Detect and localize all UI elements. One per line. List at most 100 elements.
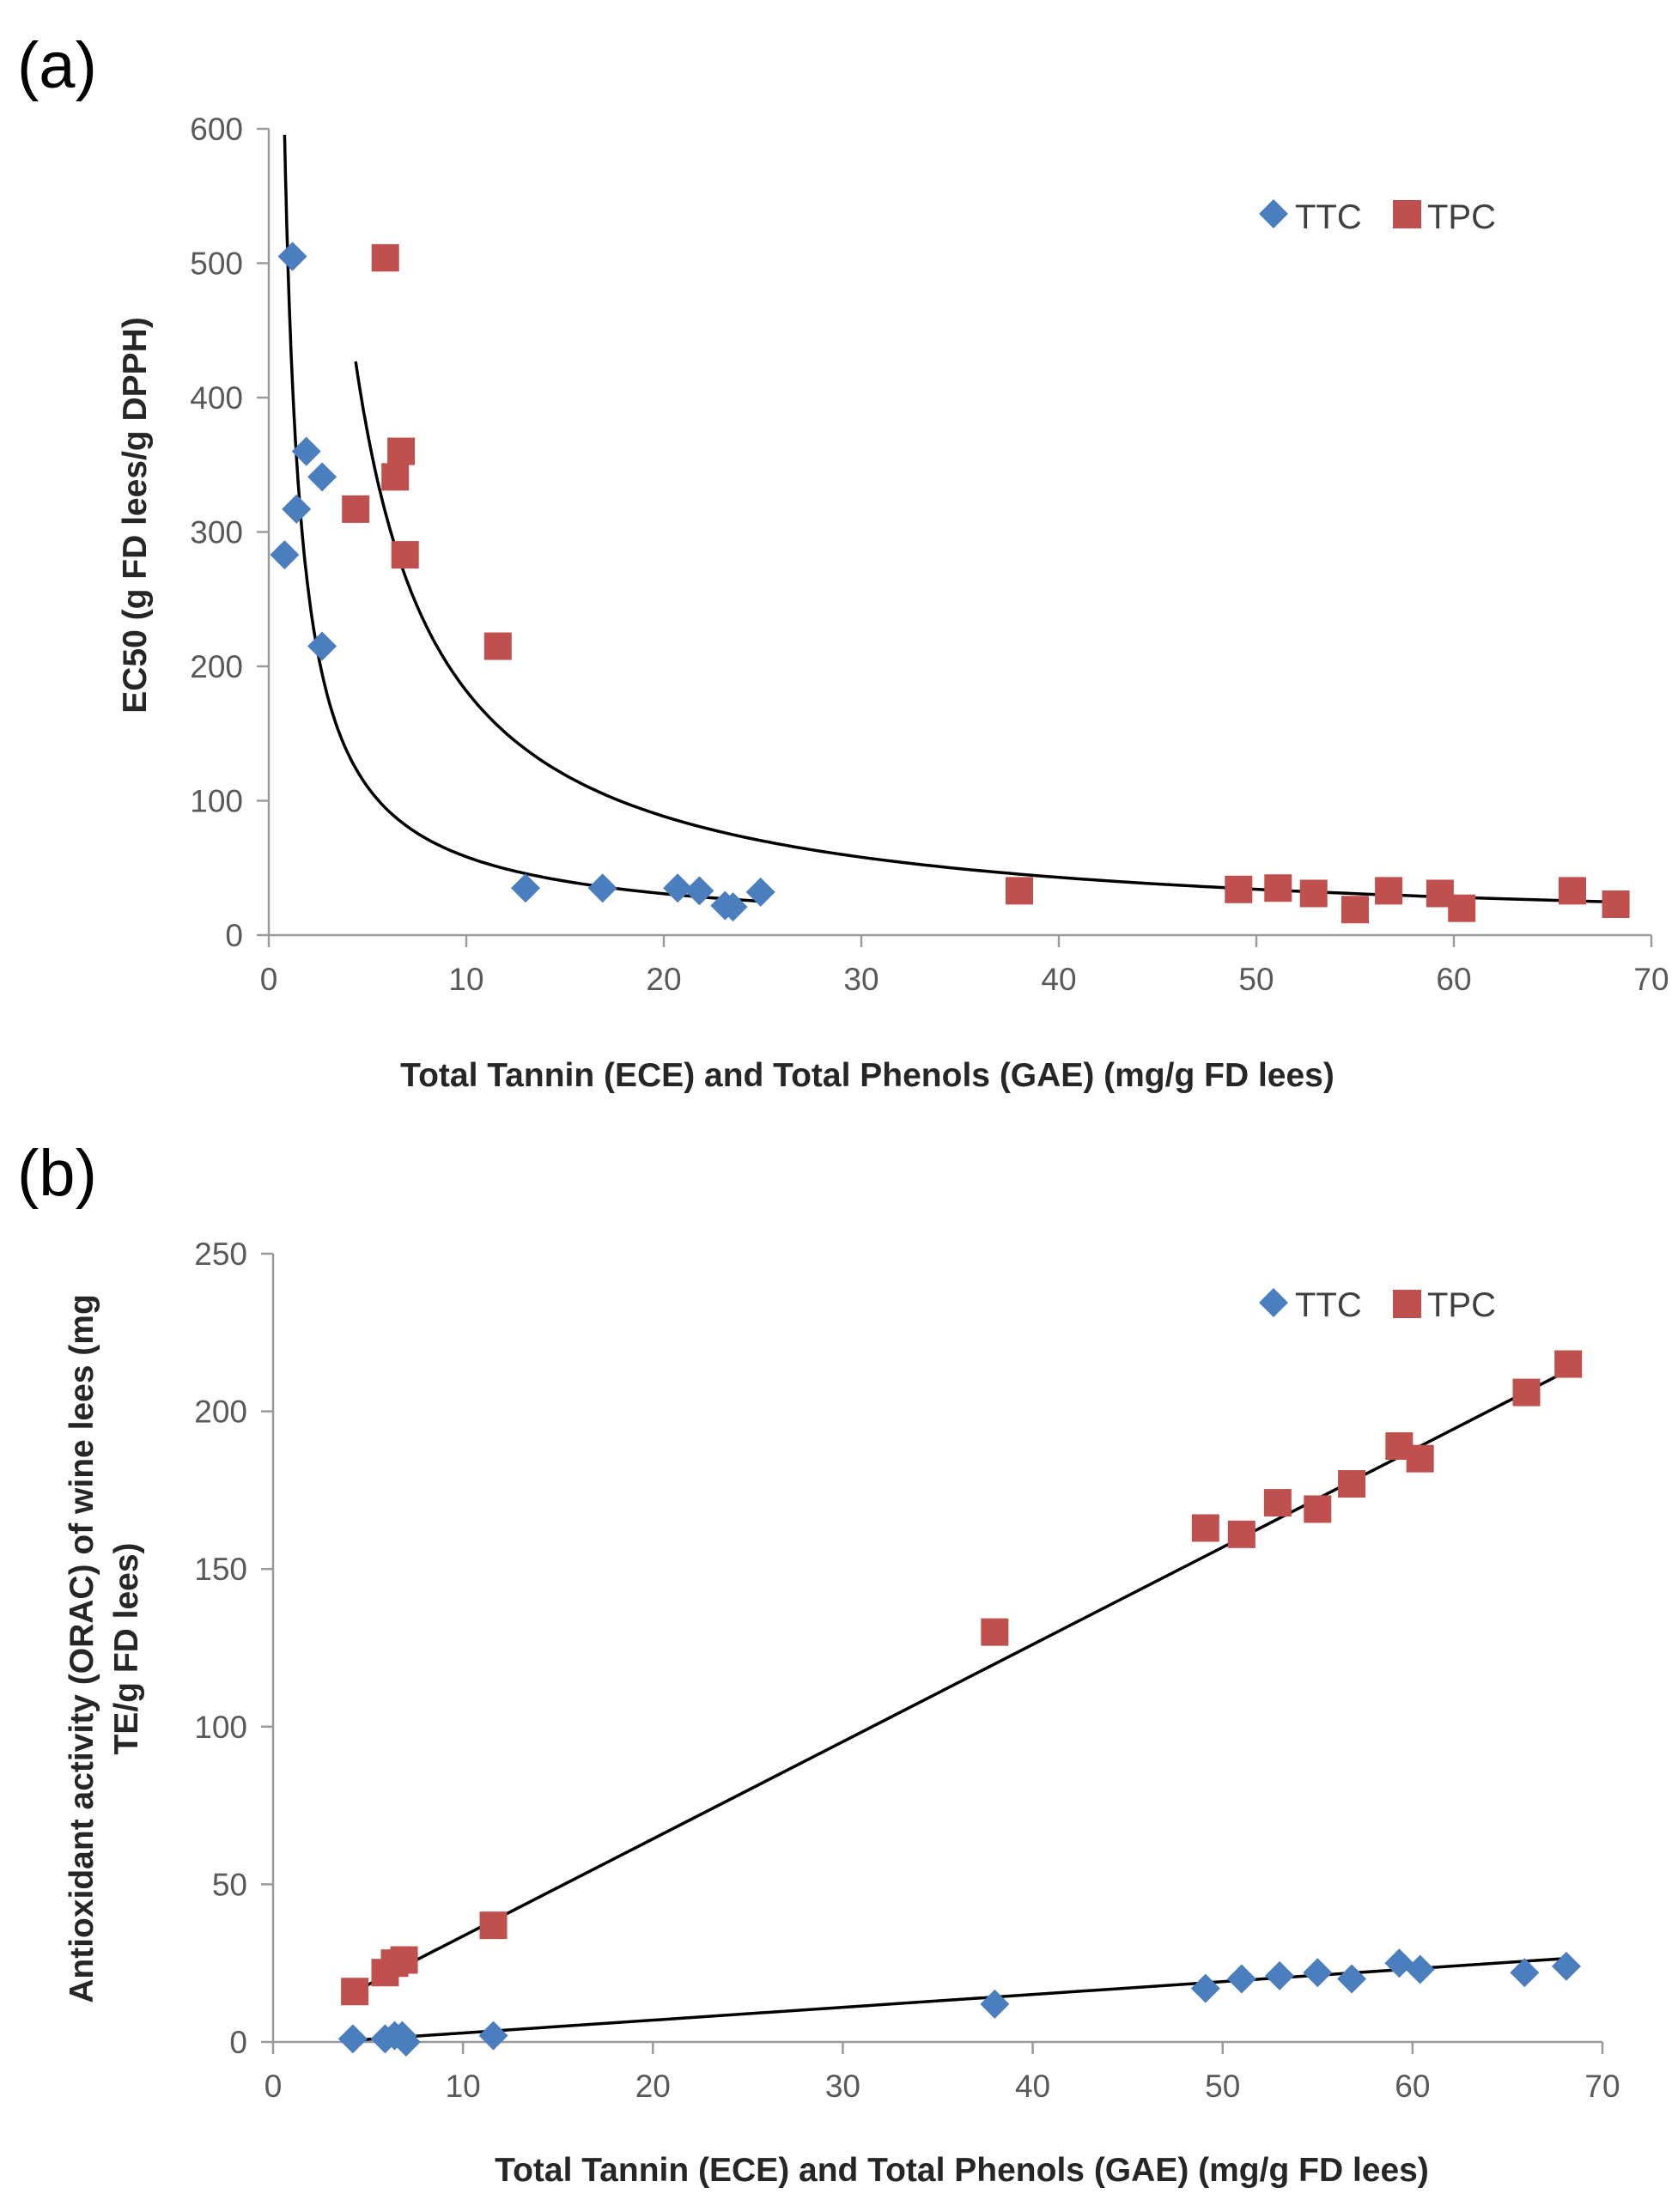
data-point-ttc-b bbox=[478, 2021, 508, 2051]
x-tick-label-a: 10 bbox=[448, 962, 483, 997]
data-point-ttc-b bbox=[1337, 1964, 1367, 1994]
x-tick-label-b: 0 bbox=[264, 2069, 283, 2104]
data-point-tpc-b bbox=[1263, 1489, 1292, 1517]
data-point-tpc-a bbox=[387, 437, 416, 465]
x-tick-label-b: 70 bbox=[1584, 2069, 1620, 2104]
x-tick-label-b: 10 bbox=[446, 2069, 481, 2104]
data-point-tpc-a bbox=[1341, 896, 1369, 924]
y-tick-label-a: 100 bbox=[190, 784, 243, 819]
x-tick-label-a: 30 bbox=[843, 962, 879, 997]
data-point-ttc-a bbox=[307, 631, 337, 661]
panel-a-y-axis-title: EC50 (g FD lees/g DPPH) bbox=[117, 317, 154, 714]
data-point-tpc-b bbox=[1406, 1444, 1434, 1473]
trendline-tpc-a bbox=[354, 361, 1616, 904]
y-tick-label-a: 200 bbox=[190, 649, 243, 684]
x-tick-label-a: 70 bbox=[1633, 962, 1669, 997]
data-point-tpc-b bbox=[479, 1911, 508, 1940]
data-point-ttc-b bbox=[1551, 1951, 1581, 1981]
data-point-ttc-a bbox=[718, 892, 748, 922]
x-tick-label-a: 0 bbox=[260, 962, 278, 997]
legend-ttc-marker-b bbox=[1259, 1288, 1288, 1317]
panel-b-data-points bbox=[337, 1350, 1583, 2057]
data-point-ttc-a bbox=[282, 494, 312, 524]
y-tick-label-b: 100 bbox=[194, 1710, 247, 1745]
x-tick-label-b: 60 bbox=[1395, 2069, 1430, 2104]
legend-ttc-label-a: TTC bbox=[1295, 198, 1362, 236]
data-point-tpc-b bbox=[390, 1946, 418, 1974]
x-tick-label-b: 30 bbox=[825, 2069, 860, 2104]
trendline-ttc-b bbox=[352, 1956, 1567, 2042]
data-point-tpc-a bbox=[1375, 877, 1403, 905]
x-tick-label-b: 20 bbox=[635, 2069, 671, 2104]
x-tick-label-a: 50 bbox=[1238, 962, 1274, 997]
data-point-ttc-a bbox=[270, 540, 300, 570]
y-tick-label-b: 50 bbox=[212, 1867, 247, 1902]
y-tick-label-a: 600 bbox=[190, 112, 243, 147]
panel-b-label: (b) bbox=[17, 1137, 97, 1210]
x-tick-label-a: 60 bbox=[1436, 962, 1471, 997]
legend-tpc-marker-a bbox=[1393, 200, 1421, 228]
data-point-ttc-a bbox=[277, 241, 307, 271]
legend-tpc-label-b: TPC bbox=[1427, 1286, 1496, 1324]
data-point-tpc-a bbox=[371, 244, 399, 272]
legend-ttc-marker-a bbox=[1259, 199, 1288, 228]
y-tick-label-b: 150 bbox=[194, 1552, 247, 1587]
data-point-ttc-a bbox=[684, 876, 714, 906]
panel-b-y-axis-title-line1: Antioxidant activity (ORAC) of wine lees… bbox=[64, 1294, 100, 2003]
data-point-tpc-a bbox=[483, 632, 512, 660]
data-point-tpc-a bbox=[1448, 894, 1476, 922]
y-tick-label-a: 400 bbox=[190, 380, 243, 416]
panel-a-fit-lines bbox=[283, 134, 1616, 904]
data-point-ttc-b bbox=[1226, 1964, 1256, 1994]
data-point-tpc-b bbox=[1554, 1350, 1583, 1378]
data-point-tpc-b bbox=[981, 1618, 1009, 1646]
data-point-tpc-a bbox=[342, 495, 370, 523]
trendline-tpc-b bbox=[354, 1369, 1569, 1993]
data-point-ttc-a bbox=[745, 877, 775, 907]
panel-a-x-axis-title: Total Tannin (ECE) and Total Phenols (GA… bbox=[400, 1057, 1334, 1094]
data-point-ttc-a bbox=[291, 436, 321, 466]
y-tick-label-b: 0 bbox=[229, 2025, 247, 2060]
data-point-tpc-a bbox=[391, 541, 419, 569]
data-point-tpc-a bbox=[1006, 877, 1033, 905]
data-point-tpc-a bbox=[1299, 879, 1328, 908]
data-point-ttc-b bbox=[1510, 1958, 1540, 1988]
data-point-ttc-b bbox=[1190, 1973, 1220, 2003]
data-point-tpc-a bbox=[381, 463, 410, 491]
x-tick-label-b: 40 bbox=[1015, 2069, 1050, 2104]
data-point-tpc-b bbox=[1512, 1378, 1541, 1407]
trendline-ttc-a bbox=[283, 134, 761, 903]
legend-ttc-label-b: TTC bbox=[1295, 1286, 1362, 1324]
data-point-ttc-b bbox=[391, 2027, 421, 2057]
legend-tpc-label-a: TPC bbox=[1427, 198, 1496, 236]
y-tick-label-a: 500 bbox=[190, 246, 243, 282]
panel-a-data-points bbox=[270, 241, 1630, 924]
data-point-tpc-b bbox=[1304, 1495, 1332, 1523]
legend-tpc-marker-b bbox=[1393, 1290, 1421, 1318]
y-tick-label-b: 250 bbox=[194, 1237, 247, 1272]
data-point-tpc-b bbox=[1191, 1514, 1219, 1542]
y-tick-label-b: 200 bbox=[194, 1395, 247, 1430]
data-point-ttc-a bbox=[307, 462, 337, 492]
data-point-tpc-b bbox=[341, 1978, 369, 2006]
panel-b-axes: 0 50 100 150 200 250 0 10 20 30 40 50 60 70 bbox=[194, 1237, 1620, 2104]
panel-b-fit-lines bbox=[352, 1369, 1569, 2042]
panel-b-x-axis-title: Total Tannin (ECE) and Total Phenols (GA… bbox=[495, 2152, 1429, 2189]
data-point-tpc-a bbox=[1264, 874, 1292, 902]
data-point-tpc-a bbox=[1559, 877, 1586, 905]
panel-a-legend: TTC TPC bbox=[1259, 198, 1496, 236]
data-point-tpc-a bbox=[1602, 890, 1630, 919]
data-point-ttc-b bbox=[1265, 1960, 1295, 1990]
x-tick-label-a: 20 bbox=[646, 962, 681, 997]
y-tick-label-a: 300 bbox=[190, 515, 243, 550]
chart-panel-b: (b) 0 50 100 150 200 250 0 10 20 30 40 50 60 70 Total… bbox=[17, 1137, 1620, 2189]
data-point-tpc-b bbox=[1227, 1520, 1255, 1548]
data-point-ttc-b bbox=[1303, 1958, 1333, 1988]
data-point-ttc-b bbox=[980, 1989, 1010, 2019]
chart-panel-a: (a) 0 100 200 300 400 500 600 0 10 20 30 40 50 60 70 T… bbox=[17, 29, 1669, 1094]
data-point-ttc-a bbox=[663, 873, 693, 903]
data-point-tpc-b bbox=[1338, 1470, 1366, 1498]
y-tick-label-a: 0 bbox=[225, 918, 243, 953]
panel-b-y-axis-title-line2: TE/g FD lees) bbox=[108, 1542, 145, 1754]
